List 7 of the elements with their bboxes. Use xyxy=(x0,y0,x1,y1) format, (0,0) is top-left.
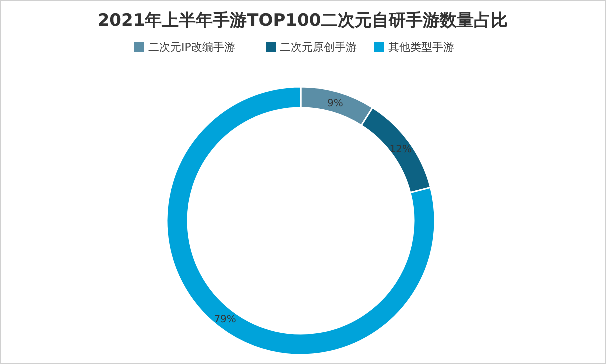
chart-title: 2021年上半年手游TOP100二次元自研手游数量占比 xyxy=(98,11,508,31)
data-label: 12% xyxy=(390,144,412,156)
data-label: 79% xyxy=(214,314,236,326)
data-label: 9% xyxy=(328,98,344,110)
legend-label: 二次元IP改编手游 xyxy=(148,41,236,54)
legend-label: 二次元原创手游 xyxy=(280,41,357,54)
legend-label: 其他类型手游 xyxy=(388,41,454,54)
